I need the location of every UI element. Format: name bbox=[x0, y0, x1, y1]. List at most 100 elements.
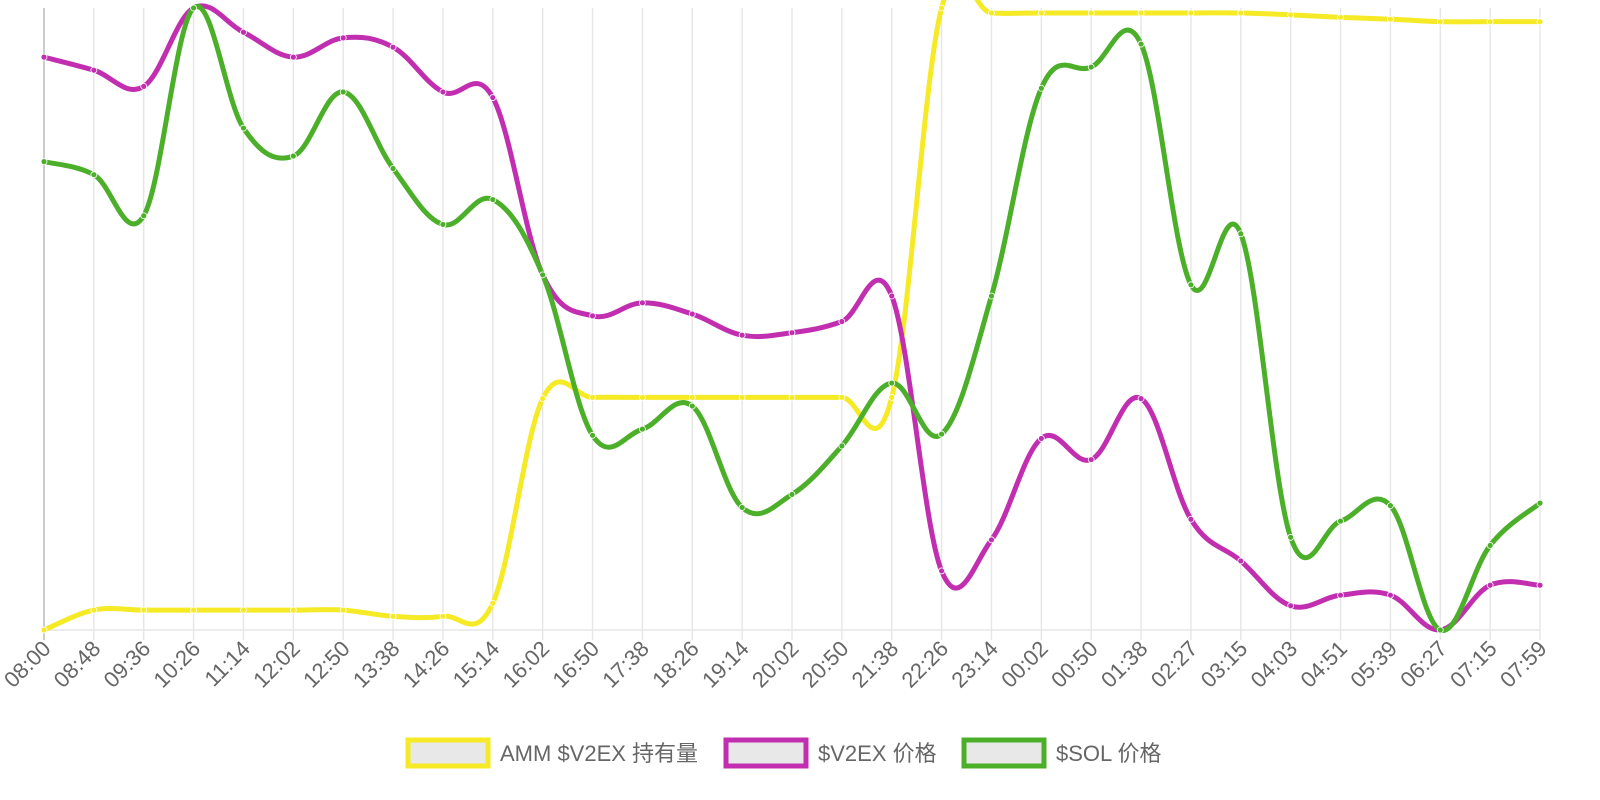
data-point[interactable] bbox=[938, 4, 945, 12]
data-point[interactable] bbox=[589, 393, 596, 401]
data-point[interactable] bbox=[190, 606, 198, 614]
data-point[interactable] bbox=[389, 165, 397, 172]
data-point[interactable] bbox=[90, 606, 98, 614]
data-point[interactable] bbox=[688, 393, 696, 401]
legend-item[interactable]: AMM $V2EX 持有量 bbox=[405, 737, 698, 769]
data-point[interactable] bbox=[838, 393, 846, 401]
data-point[interactable] bbox=[1436, 18, 1444, 26]
data-point[interactable] bbox=[339, 34, 347, 42]
data-point[interactable] bbox=[1287, 602, 1295, 610]
data-point[interactable] bbox=[738, 504, 746, 511]
data-point[interactable] bbox=[90, 66, 98, 74]
data-point[interactable] bbox=[240, 28, 247, 36]
data-point[interactable] bbox=[589, 431, 596, 439]
data-point[interactable] bbox=[1237, 557, 1245, 565]
data-point[interactable] bbox=[988, 292, 995, 300]
data-point[interactable] bbox=[888, 292, 896, 300]
data-point[interactable] bbox=[738, 331, 746, 339]
data-point[interactable] bbox=[788, 329, 796, 337]
data-point[interactable] bbox=[1337, 13, 1344, 21]
data-point[interactable] bbox=[1337, 517, 1344, 525]
data-point[interactable] bbox=[838, 442, 846, 450]
data-point[interactable] bbox=[688, 310, 696, 318]
data-point[interactable] bbox=[140, 606, 148, 614]
data-point[interactable] bbox=[1137, 395, 1145, 403]
data-point[interactable] bbox=[1037, 9, 1045, 17]
data-point[interactable] bbox=[489, 599, 497, 607]
data-point[interactable] bbox=[439, 612, 447, 620]
data-point[interactable] bbox=[639, 393, 646, 401]
data-point[interactable] bbox=[1387, 502, 1394, 510]
data-point[interactable] bbox=[1536, 581, 1544, 589]
data-point[interactable] bbox=[140, 212, 148, 220]
data-point[interactable] bbox=[1337, 591, 1344, 599]
data-point[interactable] bbox=[1287, 533, 1295, 541]
data-point[interactable] bbox=[639, 299, 646, 307]
data-point[interactable] bbox=[1486, 18, 1494, 26]
data-point[interactable] bbox=[1137, 40, 1145, 48]
series-layer bbox=[40, 0, 1544, 634]
data-point[interactable] bbox=[1387, 591, 1394, 599]
data-point[interactable] bbox=[1486, 581, 1494, 589]
data-point[interactable] bbox=[1436, 626, 1444, 634]
data-point[interactable] bbox=[289, 53, 297, 61]
data-point[interactable] bbox=[888, 393, 896, 401]
data-point[interactable] bbox=[1087, 63, 1095, 71]
data-point[interactable] bbox=[90, 171, 98, 179]
data-point[interactable] bbox=[289, 606, 297, 614]
data-point[interactable] bbox=[439, 221, 447, 228]
data-point[interactable] bbox=[1287, 11, 1295, 19]
data-point[interactable] bbox=[788, 491, 796, 498]
data-point[interactable] bbox=[888, 379, 896, 387]
data-point[interactable] bbox=[938, 430, 945, 438]
data-point[interactable] bbox=[1387, 15, 1394, 23]
x-axis-labels: 08:0008:4809:3610:2611:1412:0212:5013:38… bbox=[0, 636, 1552, 693]
data-point[interactable] bbox=[1087, 456, 1095, 463]
data-point[interactable] bbox=[339, 88, 347, 96]
data-point[interactable] bbox=[1087, 9, 1095, 17]
data-point[interactable] bbox=[40, 53, 48, 61]
legend-item[interactable]: $SOL 价格 bbox=[961, 737, 1162, 769]
data-point[interactable] bbox=[988, 9, 995, 17]
data-point[interactable] bbox=[339, 606, 347, 614]
x-tick-label: 09:36 bbox=[99, 636, 156, 693]
data-point[interactable] bbox=[389, 612, 397, 620]
data-point[interactable] bbox=[539, 395, 547, 403]
data-point[interactable] bbox=[289, 152, 297, 160]
data-point[interactable] bbox=[1187, 9, 1195, 17]
data-point[interactable] bbox=[639, 425, 646, 433]
data-point[interactable] bbox=[838, 318, 846, 325]
data-point[interactable] bbox=[439, 88, 447, 96]
data-point[interactable] bbox=[1237, 9, 1245, 17]
data-point[interactable] bbox=[1536, 499, 1544, 507]
data-point[interactable] bbox=[1137, 9, 1145, 17]
data-point[interactable] bbox=[1237, 230, 1245, 238]
data-point[interactable] bbox=[1037, 84, 1045, 92]
data-point[interactable] bbox=[539, 271, 547, 279]
data-point[interactable] bbox=[240, 606, 247, 614]
data-point[interactable] bbox=[788, 393, 796, 401]
data-point[interactable] bbox=[688, 402, 696, 410]
data-point[interactable] bbox=[1037, 435, 1045, 442]
data-point[interactable] bbox=[1486, 542, 1494, 549]
data-point[interactable] bbox=[1187, 515, 1195, 523]
x-tick-label: 17:38 bbox=[597, 636, 654, 693]
data-point[interactable] bbox=[389, 43, 397, 51]
data-point[interactable] bbox=[1536, 18, 1544, 26]
data-point[interactable] bbox=[40, 158, 48, 166]
data-point[interactable] bbox=[489, 196, 497, 203]
data-point[interactable] bbox=[738, 393, 746, 401]
legend-item[interactable]: $V2EX 价格 bbox=[723, 737, 937, 769]
data-point[interactable] bbox=[938, 567, 945, 575]
data-point[interactable] bbox=[240, 124, 247, 132]
data-point[interactable] bbox=[1187, 281, 1195, 289]
data-point[interactable] bbox=[40, 626, 48, 634]
data-point[interactable] bbox=[489, 94, 497, 101]
data-point[interactable] bbox=[589, 312, 596, 320]
data-point[interactable] bbox=[988, 536, 995, 544]
data-point[interactable] bbox=[140, 82, 148, 90]
x-tick-label: 00:02 bbox=[996, 636, 1053, 693]
legend-label: $SOL 价格 bbox=[1056, 741, 1162, 766]
data-point[interactable] bbox=[190, 4, 198, 12]
